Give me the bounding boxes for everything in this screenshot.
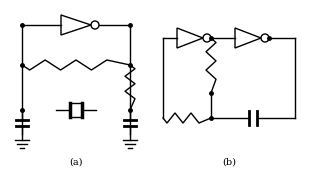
Bar [70,103,82,117]
Text: (b): (b) [222,157,236,167]
Text: (a): (a) [69,157,83,167]
